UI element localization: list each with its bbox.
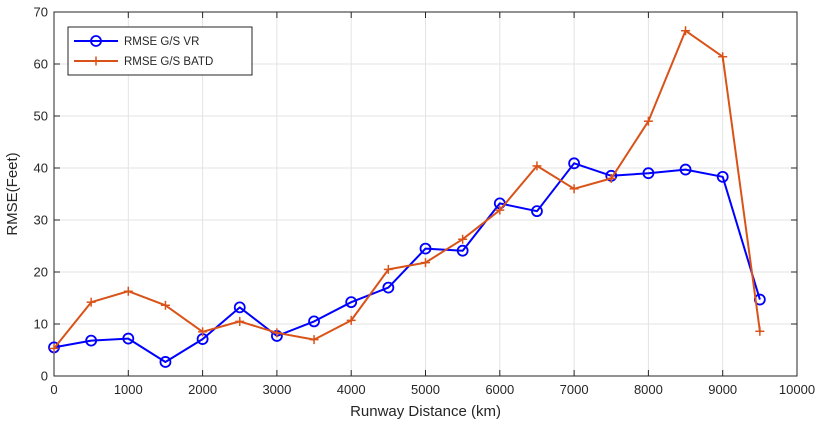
data-point — [681, 26, 691, 36]
data-point — [419, 242, 432, 255]
data-point — [346, 315, 356, 325]
data-point — [531, 205, 543, 218]
data-series — [48, 26, 766, 368]
x-tick-label: 1000 — [114, 382, 143, 397]
x-tick-label: 6000 — [485, 382, 514, 397]
legend-box — [67, 26, 253, 76]
x-tick-label: 0 — [50, 382, 57, 397]
legend-label: RMSE G/S VR — [124, 36, 199, 48]
data-point — [309, 335, 319, 345]
x-tick-label: 9000 — [708, 382, 737, 397]
y-tick-label: 30 — [34, 213, 48, 228]
y-tick-label: 10 — [34, 317, 48, 332]
y-tick-label: 40 — [34, 161, 48, 176]
data-point — [643, 116, 653, 126]
data-point — [755, 326, 765, 336]
data-point — [679, 163, 692, 176]
data-point — [345, 296, 358, 309]
y-tick-label: 50 — [34, 109, 48, 124]
data-point — [718, 52, 728, 62]
legend-marker — [91, 56, 101, 66]
legend-item-1: RMSE G/S VR — [74, 35, 199, 48]
data-point — [532, 161, 542, 171]
x-axis-label: Runway Distance (km) — [350, 403, 501, 420]
data-point — [458, 234, 468, 244]
data-point — [568, 157, 580, 170]
x-tick-label: 10000 — [779, 382, 815, 397]
data-point — [160, 300, 170, 310]
data-point — [86, 297, 96, 307]
y-tick-label: 0 — [41, 369, 48, 384]
data-point — [456, 244, 469, 257]
data-point — [308, 315, 320, 328]
data-point — [382, 281, 395, 294]
data-point — [642, 167, 655, 180]
x-tick-label: 8000 — [634, 382, 663, 397]
data-point — [159, 356, 172, 368]
data-point — [383, 264, 393, 274]
axis-ticks: 0 1000 2000 3000 4000 5000 6000 7000 8000 9000 100… — [34, 5, 816, 398]
data-point — [606, 173, 616, 183]
x-tick-label: 4000 — [337, 382, 366, 397]
x-tick-label: 3000 — [262, 382, 291, 397]
data-point — [235, 316, 245, 326]
legend-marker — [90, 35, 102, 47]
legend: RMSE G/S VR RMSE G/S BATD — [67, 26, 253, 76]
data-point — [495, 205, 505, 215]
legend-item-2: RMSE G/S BATD — [74, 56, 213, 68]
data-point — [569, 184, 579, 194]
series-2 — [49, 26, 765, 353]
y-tick-label: 20 — [34, 265, 48, 280]
legend-label: RMSE G/S BATD — [124, 56, 213, 68]
data-point — [716, 170, 729, 183]
y-tick-label: 70 — [34, 5, 48, 20]
data-point — [49, 343, 59, 353]
data-point — [123, 286, 133, 296]
y-tick-label: 60 — [34, 57, 48, 72]
data-point — [198, 327, 208, 337]
series-line — [53, 29, 761, 350]
series-line — [53, 162, 761, 363]
data-point — [421, 258, 430, 268]
data-point — [272, 328, 282, 338]
x-tick-label: 7000 — [560, 382, 589, 397]
data-point — [122, 332, 135, 345]
series-1 — [48, 157, 766, 368]
data-point — [233, 301, 246, 314]
y-axis-label: RMSE(Feet) — [4, 152, 21, 235]
data-point — [85, 334, 98, 347]
x-tick-label: 5000 — [411, 382, 440, 397]
x-tick-label: 2000 — [188, 382, 217, 397]
